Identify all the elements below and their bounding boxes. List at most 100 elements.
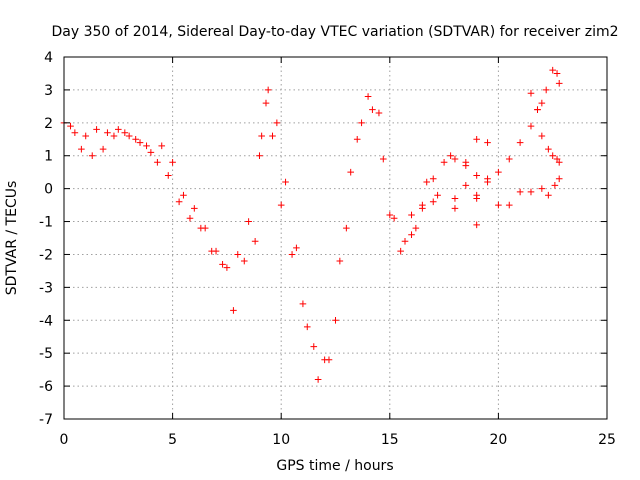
data-point	[451, 155, 459, 163]
data-layer	[60, 66, 563, 383]
data-point	[549, 66, 556, 74]
data-point	[234, 251, 242, 258]
data-point	[93, 126, 100, 133]
data-point	[67, 122, 74, 130]
data-point	[369, 106, 376, 113]
data-point	[353, 135, 361, 143]
data-point	[299, 300, 307, 308]
data-point	[115, 126, 122, 133]
data-point	[147, 149, 155, 156]
data-point	[262, 99, 270, 107]
data-point	[258, 132, 265, 140]
data-point	[219, 261, 226, 268]
data-point	[495, 201, 502, 209]
data-point	[386, 211, 394, 219]
data-point	[549, 152, 556, 160]
data-point	[273, 119, 281, 127]
data-point	[343, 224, 350, 232]
data-point	[104, 129, 111, 136]
data-point	[447, 152, 454, 160]
data-point	[451, 195, 459, 202]
data-point	[288, 251, 296, 258]
x-tick-label: 5	[168, 432, 177, 448]
data-point	[555, 80, 563, 87]
data-point	[412, 224, 420, 232]
data-point	[158, 142, 166, 150]
data-series-2	[67, 86, 491, 383]
y-tick-label: -1	[39, 215, 53, 231]
data-point	[293, 244, 300, 252]
y-tick-label: -5	[39, 346, 53, 362]
data-point	[462, 182, 470, 189]
y-tick-label: 4	[44, 50, 53, 66]
data-point	[390, 214, 398, 222]
data-point	[516, 188, 524, 196]
data-point	[180, 191, 187, 199]
data-point	[527, 122, 535, 130]
data-point	[429, 198, 437, 206]
y-tick-label: 3	[44, 83, 53, 99]
data-series-5	[527, 89, 563, 166]
y-tick-label: -7	[39, 412, 53, 428]
data-point	[375, 109, 383, 117]
data-point	[256, 152, 263, 160]
data-point	[264, 86, 272, 94]
data-point	[542, 86, 550, 94]
data-point	[473, 172, 480, 179]
y-tick-label: -3	[39, 280, 53, 296]
data-point	[99, 145, 107, 153]
data-point	[132, 135, 139, 143]
data-point	[154, 159, 161, 166]
data-point	[230, 307, 237, 314]
data-point	[347, 168, 355, 176]
data-series-3	[451, 175, 563, 212]
data-point	[358, 119, 365, 127]
data-point	[397, 247, 404, 255]
data-point	[451, 205, 459, 212]
y-tick-label: -2	[39, 247, 53, 263]
data-point	[473, 191, 480, 199]
grid-layer	[63, 56, 608, 420]
data-point	[169, 159, 176, 166]
data-point	[332, 316, 339, 324]
data-point	[419, 201, 426, 209]
data-point	[282, 178, 289, 186]
data-point	[545, 145, 552, 153]
data-point	[538, 132, 546, 140]
data-point	[175, 198, 183, 206]
data-point	[527, 89, 535, 97]
plot-frame	[63, 56, 608, 420]
data-point	[495, 168, 502, 176]
data-point	[555, 159, 563, 166]
data-point	[434, 191, 441, 199]
data-point	[82, 132, 90, 140]
data-point	[440, 159, 448, 166]
y-tick-label: -6	[39, 379, 53, 395]
x-tick-label: 15	[381, 432, 399, 448]
data-series-6	[408, 155, 480, 219]
data-point	[325, 356, 333, 364]
data-point	[136, 139, 144, 146]
data-point	[538, 99, 546, 107]
data-point	[277, 201, 285, 209]
data-point	[143, 142, 150, 150]
data-point	[125, 132, 133, 140]
chart-title: Day 350 of 2014, Sidereal Day-to-day VTE…	[52, 24, 619, 40]
data-point	[186, 214, 194, 222]
data-series-4	[473, 66, 563, 199]
data-point	[310, 343, 318, 350]
data-point	[121, 129, 129, 136]
y-tick-label: -4	[39, 313, 53, 329]
data-point	[197, 224, 205, 232]
data-point	[408, 211, 415, 219]
data-point	[551, 182, 559, 189]
data-point	[484, 178, 491, 186]
data-point	[191, 205, 198, 212]
data-point	[71, 129, 79, 136]
x-tick-label: 25	[598, 432, 616, 448]
data-point	[314, 376, 322, 383]
data-point	[269, 132, 276, 140]
data-point	[527, 188, 535, 196]
data-point	[379, 155, 387, 163]
